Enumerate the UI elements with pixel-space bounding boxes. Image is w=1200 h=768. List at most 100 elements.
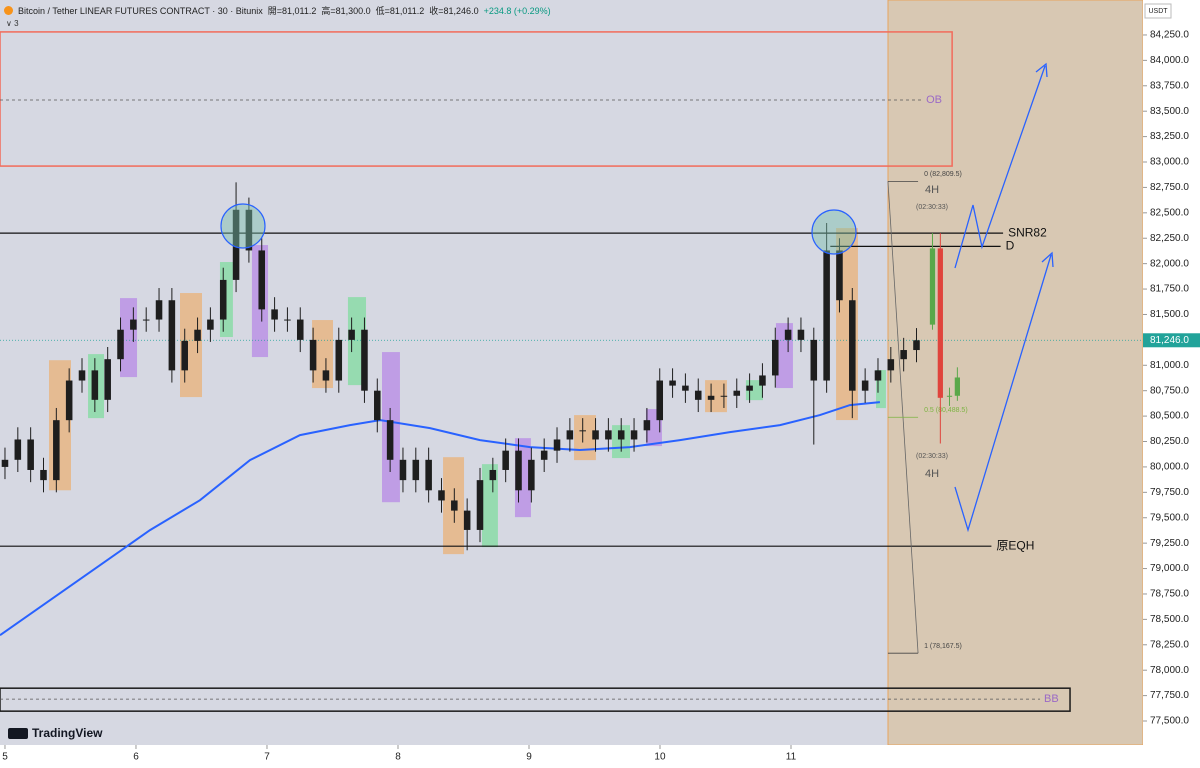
highlight-circle (220, 203, 266, 249)
y-tick-label: 83,250.0 (1150, 131, 1189, 142)
arrow-head (1035, 62, 1048, 78)
candle-body (104, 359, 111, 400)
open: 開=81,011.2 (267, 6, 317, 16)
candle-body (630, 430, 638, 440)
candle-body (720, 395, 728, 397)
zone-box (0, 687, 1071, 712)
y-tick-label: 78,250.0 (1150, 639, 1189, 650)
candle-body (14, 439, 22, 460)
candle-body (463, 510, 471, 530)
y-tick-label: 79,000.0 (1150, 563, 1189, 574)
candle-body (707, 395, 715, 400)
candle-body (784, 329, 792, 340)
candle-body (566, 430, 574, 440)
candle-body (836, 250, 843, 301)
x-tick-label: 9 (526, 752, 532, 763)
highlight-box (179, 293, 203, 398)
candle-body (605, 430, 612, 440)
candle-body (900, 350, 907, 360)
y-tick-label: 81,750.0 (1150, 284, 1189, 295)
candle-body (643, 420, 651, 431)
candle-body (65, 380, 73, 421)
candle-body (53, 420, 60, 481)
candle-body (284, 319, 291, 321)
y-tick-label: 83,500.0 (1150, 106, 1189, 117)
candle-body (348, 329, 355, 340)
time-axis-panel (0, 745, 1143, 768)
x-tick-label: 6 (133, 752, 139, 763)
fib-label: 1 (78,167.5) (924, 643, 962, 650)
candle-body (399, 459, 407, 481)
close: 收=81,246.0 (429, 6, 479, 16)
x-tick-label: 11 (786, 752, 797, 763)
candle-body (929, 248, 936, 325)
annotation: 4H (925, 184, 939, 196)
symbol-icon (4, 6, 13, 15)
candle-body (296, 319, 304, 340)
y-tick-label: 81,500.0 (1150, 309, 1189, 320)
x-tick-label: 10 (654, 752, 666, 763)
y-tick-label: 82,500.0 (1150, 207, 1189, 218)
candle-body (232, 209, 240, 280)
highlight-box (876, 370, 886, 409)
candle-body (386, 420, 394, 460)
candle-body (540, 450, 548, 460)
candle-body (913, 340, 920, 351)
candle-body (887, 359, 895, 371)
y-tick-label: 78,000.0 (1150, 665, 1189, 676)
candle-body (579, 430, 586, 432)
candle-body (27, 439, 34, 470)
level-label: D (1006, 239, 1015, 253)
candle-body (271, 309, 278, 320)
highlight-box (481, 464, 498, 548)
y-tick-label: 82,750.0 (1150, 182, 1189, 193)
candle-body (656, 380, 664, 421)
zone-label: BB (1044, 693, 1059, 705)
x-tick-label: 7 (264, 752, 270, 763)
y-tick-label: 84,250.0 (1150, 30, 1189, 41)
currency: USDT (1148, 8, 1168, 15)
logo-text: TradingView (32, 726, 103, 740)
candle-body (874, 370, 882, 381)
y-tick-label: 77,500.0 (1150, 716, 1189, 727)
candle-body (117, 329, 124, 360)
candle-body (309, 339, 317, 371)
y-tick-label: 83,750.0 (1150, 80, 1189, 91)
annotation: 4H (925, 468, 939, 480)
low: 低=81,011.2 (375, 6, 425, 16)
candle-body (207, 319, 214, 330)
candle-body (759, 375, 766, 386)
candle-body (168, 300, 176, 371)
highlight-box (119, 298, 138, 378)
y-tick-label: 84,000.0 (1150, 55, 1189, 66)
candle-body (91, 370, 99, 400)
candle-body (669, 380, 676, 386)
y-tick-label: 79,500.0 (1150, 512, 1189, 523)
arrow-head (1041, 251, 1054, 268)
header: Bitcoin / Tether LINEAR FUTURES CONTRACT… (4, 4, 551, 17)
candle-body (502, 450, 509, 470)
candle-body (733, 390, 741, 396)
x-tick-label: 5 (2, 752, 8, 763)
current-price-label: 81,246.0 (1150, 335, 1189, 346)
y-tick-label: 79,750.0 (1150, 487, 1189, 498)
candle-body (528, 459, 535, 491)
candle-body (1, 459, 9, 467)
logo: TradingView (8, 726, 102, 740)
indicator-toggle[interactable]: ∨ 3 (6, 19, 19, 28)
candle-body (553, 439, 561, 451)
candle-body (322, 370, 330, 381)
candle-body (849, 300, 856, 391)
currency-box (1144, 3, 1172, 19)
candle-body (181, 340, 188, 371)
candle-body (810, 339, 818, 381)
candle-body (451, 500, 458, 511)
high: 高=81,300.0 (321, 6, 371, 16)
candle-body (771, 339, 779, 376)
candle-body (155, 300, 163, 320)
y-tick-label: 80,000.0 (1150, 462, 1189, 473)
candle-body (954, 377, 960, 396)
candle-body (245, 209, 253, 251)
